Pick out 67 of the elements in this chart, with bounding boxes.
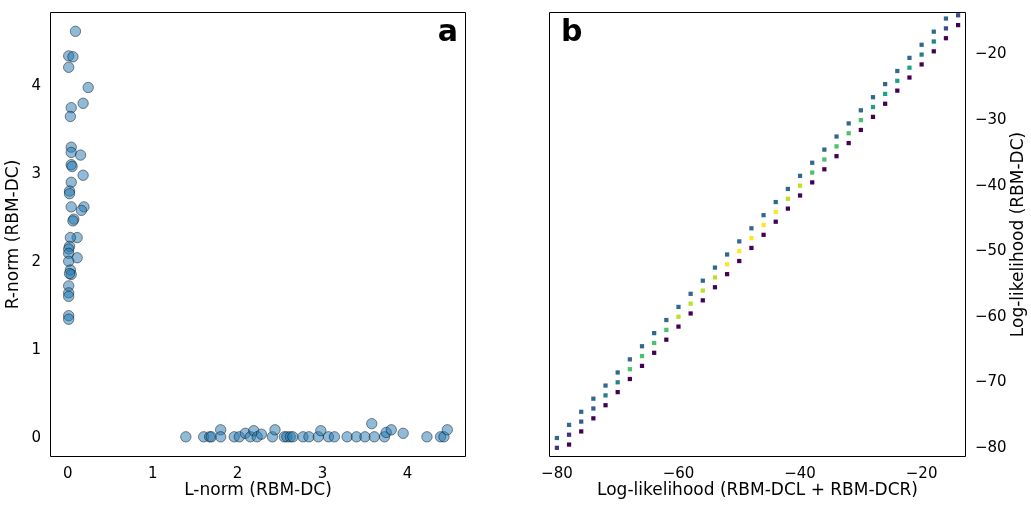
annotation: a xyxy=(437,12,458,48)
y-tick-label: 2 xyxy=(31,252,41,271)
point xyxy=(566,442,572,447)
x-tick-label: −40 xyxy=(784,463,816,482)
point xyxy=(907,65,912,70)
point xyxy=(785,206,791,211)
point xyxy=(603,403,608,408)
point xyxy=(615,370,620,375)
point xyxy=(797,193,803,198)
x-tick-label: 3 xyxy=(317,463,328,482)
y-axis-title: R-norm (RBM-DC) xyxy=(2,159,23,310)
point xyxy=(907,55,912,60)
point xyxy=(943,16,949,21)
point xyxy=(943,26,949,31)
y2-axis-title: Log-likelihood (RBM-DC) xyxy=(1007,131,1028,338)
y2-tick-label: −80 xyxy=(975,437,1007,456)
point xyxy=(603,393,608,398)
x-tick-label: −60 xyxy=(662,463,695,482)
x-tick-label: −80 xyxy=(541,463,573,482)
point xyxy=(761,213,766,218)
point xyxy=(712,265,718,270)
point xyxy=(846,121,851,126)
y2-tick-label: −70 xyxy=(975,372,1007,391)
point xyxy=(676,314,681,319)
point xyxy=(822,157,827,162)
x-tick-label: −20 xyxy=(905,463,938,482)
y-tick-label: 1 xyxy=(31,339,41,358)
y-tick-label: 0 xyxy=(31,427,41,446)
point xyxy=(700,288,705,293)
y-tick-label: 3 xyxy=(31,164,41,183)
point xyxy=(579,429,584,434)
point xyxy=(761,222,766,228)
point xyxy=(931,39,936,44)
x-tick-label: 2 xyxy=(232,463,243,482)
point xyxy=(688,311,693,316)
x-axis-title: Log-likelihood (RBM-DCL + RBM-DCR) xyxy=(597,479,918,500)
y2-tick-label: −50 xyxy=(975,241,1007,260)
point xyxy=(737,239,742,244)
y-tick-label: 4 xyxy=(31,76,41,95)
point xyxy=(749,245,754,251)
y2-tick-label: −40 xyxy=(975,175,1007,194)
x-axis-title: L-norm (RBM-DC) xyxy=(184,479,332,500)
point xyxy=(591,406,596,411)
point xyxy=(579,419,584,424)
point xyxy=(810,170,815,175)
x-tick-label: 1 xyxy=(147,463,158,482)
y2-tick-label: −20 xyxy=(975,44,1007,63)
point xyxy=(919,62,924,67)
annotation: b xyxy=(561,12,583,48)
point xyxy=(834,144,839,149)
point xyxy=(676,324,681,329)
point xyxy=(749,235,754,241)
y2-tick-label: −60 xyxy=(975,306,1007,325)
x-tick-label: 4 xyxy=(402,463,413,482)
point xyxy=(810,180,815,185)
x-tick-label: 0 xyxy=(63,463,73,482)
point xyxy=(834,134,839,139)
point xyxy=(907,75,912,80)
point xyxy=(749,226,754,231)
point xyxy=(761,232,766,237)
point xyxy=(712,275,718,280)
point xyxy=(724,252,730,257)
point xyxy=(919,52,924,57)
point xyxy=(676,304,681,310)
point xyxy=(603,383,608,388)
y2-tick-label: −30 xyxy=(975,110,1007,129)
point xyxy=(834,154,839,159)
